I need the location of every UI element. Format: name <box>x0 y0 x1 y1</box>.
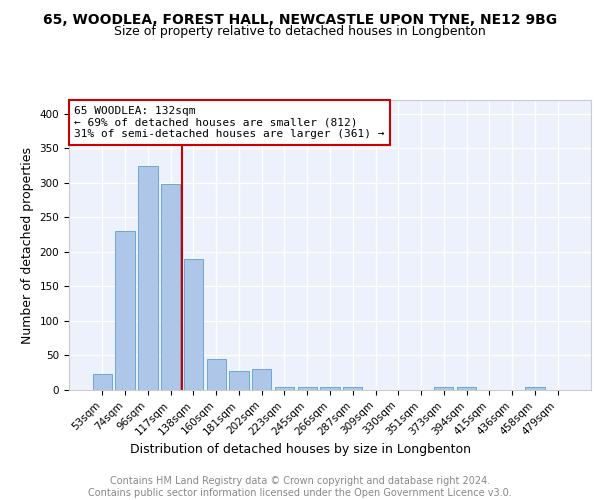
Bar <box>457 386 476 390</box>
Bar <box>343 387 362 390</box>
Y-axis label: Number of detached properties: Number of detached properties <box>21 146 34 344</box>
Bar <box>206 359 226 390</box>
Bar <box>252 370 271 390</box>
Bar <box>138 166 158 390</box>
Bar <box>184 259 203 390</box>
Text: 65 WOODLEA: 132sqm
← 69% of detached houses are smaller (812)
31% of semi-detach: 65 WOODLEA: 132sqm ← 69% of detached hou… <box>74 106 385 139</box>
Bar <box>275 386 294 390</box>
Text: Contains HM Land Registry data © Crown copyright and database right 2024.: Contains HM Land Registry data © Crown c… <box>110 476 490 486</box>
Bar <box>115 231 135 390</box>
Bar <box>229 370 248 390</box>
Text: Distribution of detached houses by size in Longbenton: Distribution of detached houses by size … <box>130 442 470 456</box>
Text: 65, WOODLEA, FOREST HALL, NEWCASTLE UPON TYNE, NE12 9BG: 65, WOODLEA, FOREST HALL, NEWCASTLE UPON… <box>43 12 557 26</box>
Bar <box>93 374 112 390</box>
Bar <box>320 386 340 390</box>
Bar <box>298 386 317 390</box>
Bar <box>434 386 454 390</box>
Text: Size of property relative to detached houses in Longbenton: Size of property relative to detached ho… <box>114 25 486 38</box>
Text: Contains public sector information licensed under the Open Government Licence v3: Contains public sector information licen… <box>88 488 512 498</box>
Bar <box>161 184 181 390</box>
Bar <box>525 387 545 390</box>
